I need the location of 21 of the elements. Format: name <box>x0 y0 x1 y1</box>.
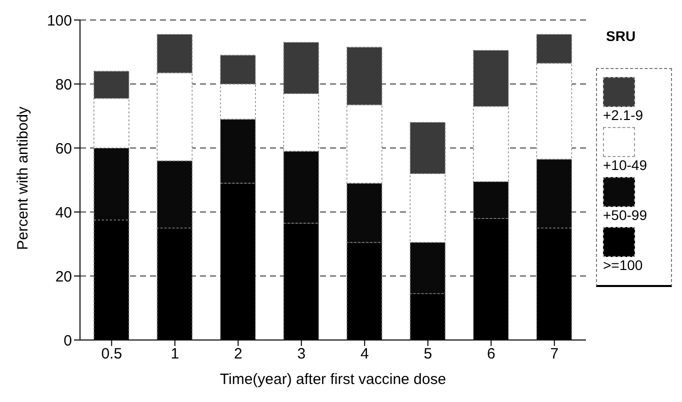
x-tick-label: 7 <box>550 346 559 363</box>
x-tick-label: 2 <box>234 346 242 363</box>
x-tick-label: 5 <box>424 346 432 363</box>
text: +10-49 <box>603 157 648 173</box>
legend-label: +2.1-9 <box>603 107 644 123</box>
y-tick-label: 80 <box>55 76 72 94</box>
x-tick-label: 0.5 <box>101 346 122 363</box>
x-tick-label: 4 <box>360 346 369 363</box>
y-axis-title: Percent with antibody <box>14 106 32 250</box>
y-tick-label: 0 <box>64 332 72 350</box>
y-tick-label: 100 <box>46 12 72 30</box>
x-axis-title: Time(year) after first vaccine dose <box>220 371 446 388</box>
y-tick-label: 40 <box>55 204 72 222</box>
legend-label: >=100 <box>603 257 644 273</box>
x-tick-label: 3 <box>297 346 306 363</box>
legend-label: +50-99 <box>603 207 648 223</box>
y-tick-label: 20 <box>55 268 72 286</box>
y-tick-label: 60 <box>55 140 72 158</box>
x-tick-label: 6 <box>486 346 496 363</box>
x-tick-label: 1 <box>170 346 180 363</box>
legend-title: SRU <box>606 28 637 44</box>
